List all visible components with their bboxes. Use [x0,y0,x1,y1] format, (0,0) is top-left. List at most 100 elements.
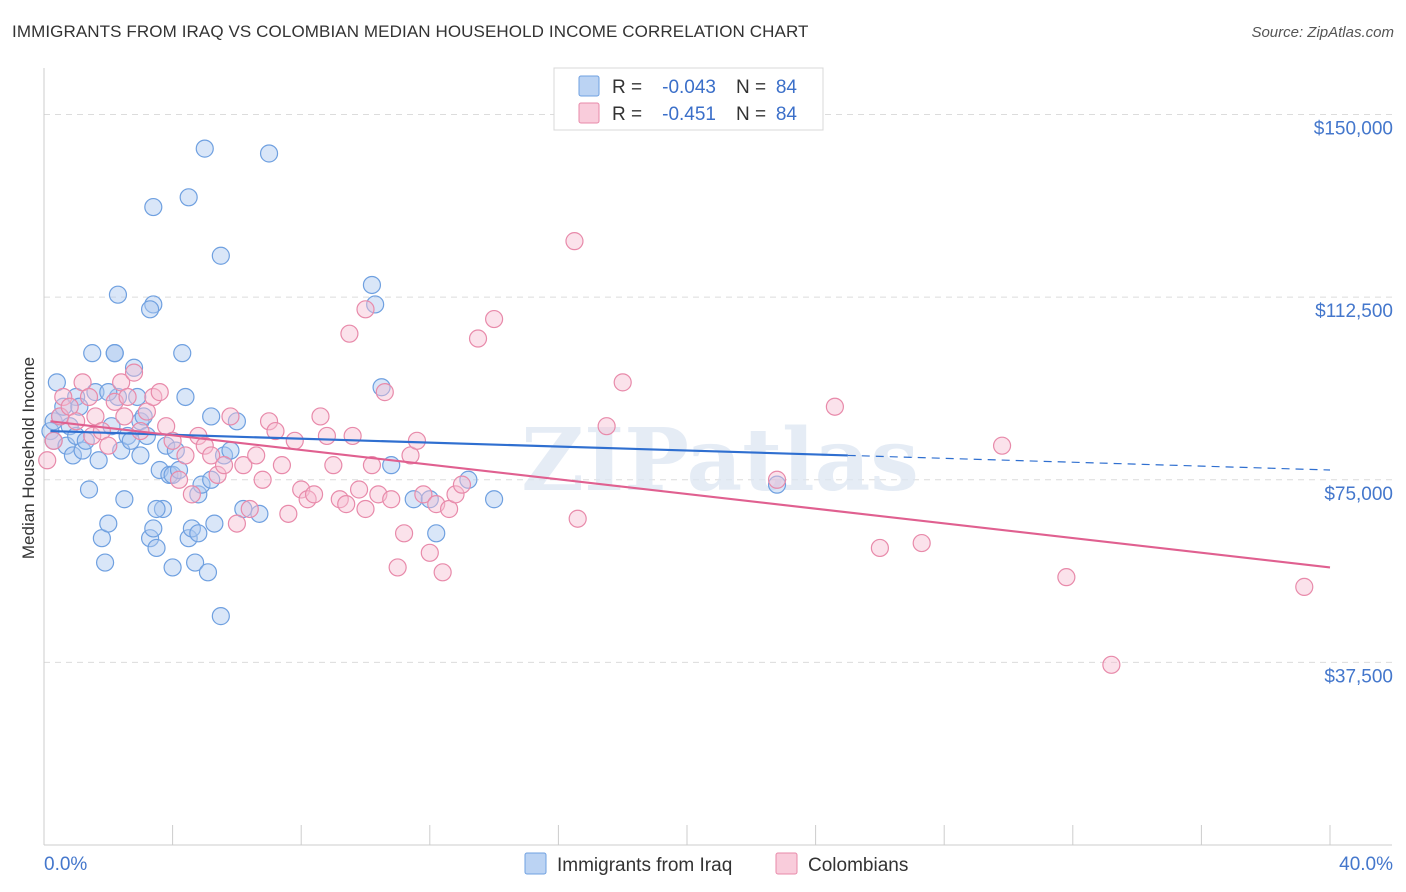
iraq-point [485,490,504,509]
iraq-point [144,295,163,314]
colombians-point [337,495,356,514]
watermark: ZIPatlas [521,410,919,511]
iraq-point [163,558,182,577]
iraq-trend-extension [847,454,1331,471]
legend-r-value: -0.043 [662,77,716,98]
x-tick-labels: 0.0% 40.0% [44,854,1393,875]
y-tick-label: $150,000 [1314,119,1393,140]
colombians-point [356,499,375,519]
colombians-point [388,558,407,577]
colombians-point [349,480,369,499]
iraq-point [767,475,787,494]
iraq-point [259,144,279,163]
y-axis-label: Median Household Income [19,357,38,559]
colombians-point [311,407,330,426]
colombians-point [485,309,504,329]
colombians-point [247,446,266,465]
colombians-point [221,407,240,426]
colombians-point [468,329,488,348]
iraq-point [166,441,185,460]
y-tick-labels: $37,500 $75,000 $112,500 $150,000 [1314,119,1393,688]
iraq-point [173,344,192,363]
colombians-point [568,509,587,528]
chart-title: IMMIGRANTS FROM IRAQ VS COLOMBIAN MEDIAN… [12,22,809,41]
iraq-point [186,553,205,572]
colombians-point [234,456,253,475]
bottom-legend: Immigrants from Iraq Colombians [524,852,908,876]
colombians-point [285,431,304,450]
iraq-point [189,485,208,504]
iraq-point [153,499,173,519]
series-iraq-points [41,139,787,626]
colombians-point [202,446,221,465]
gridlines [44,114,1392,663]
iraq-point [179,188,198,207]
colombians-point [182,485,201,504]
colombians-point [870,538,890,558]
colombians-point [115,407,134,426]
iraq-point [63,446,83,465]
iraq-point [128,387,147,407]
colombians-point [67,412,86,431]
legend: R = -0.043 N = 84 R = -0.451 N = 84 [553,67,824,131]
colombians-point [208,465,227,484]
iraq-point [95,553,115,572]
y-tick-label: $37,500 [1324,666,1393,687]
colombians-point [1102,655,1121,674]
colombians-point [375,383,394,402]
colombians-point [825,397,844,416]
iraq-point [211,246,230,265]
iraq-point [211,607,230,626]
colombians-point [565,232,584,251]
colombians-point [272,456,292,475]
colombians-point [195,436,214,455]
colombians-point [54,387,73,407]
legend-n-label: N = [736,77,766,98]
iraq-point [144,519,163,538]
iraq-point [108,285,128,304]
x-tick-label: 0.0% [44,854,87,875]
iraq-point [372,378,391,397]
iraq-point [140,529,160,548]
iraq-point [73,441,92,460]
colombians-point [118,387,137,407]
colombians-point [227,514,246,533]
colombians-point [253,470,272,489]
colombians-point [414,485,433,504]
iraq-point [205,514,224,533]
colombians-point [407,431,427,450]
y-tick-label: $112,500 [1315,301,1393,322]
iraq-point [134,407,153,426]
iraq-point [195,139,214,158]
colombians-point [259,412,279,431]
colombians-point [124,363,144,382]
bottom-legend-label: Colombians [808,855,908,876]
iraq-point [131,446,150,465]
colombians-point [79,387,99,407]
axes [43,68,1392,846]
y-tick-label: $75,000 [1324,484,1393,505]
iraq-point [366,295,385,314]
iraq-point [70,397,89,416]
iraq-point [404,490,423,509]
iraq-point [189,524,208,543]
legend-r-label: R = [612,77,642,98]
colombians-point [420,543,439,562]
iraq-point [202,407,221,426]
colombians-point [1295,577,1314,596]
iraq-point [108,387,128,407]
colombians-point [44,431,63,450]
iraq-point [427,524,446,543]
colombians-point [767,470,787,489]
colombians-point [240,499,259,519]
iraq-point [54,397,73,416]
iraq-point [89,451,108,470]
colombians-point [433,563,452,582]
colombians-point [266,421,285,441]
iraq-point [105,344,124,363]
iraq-point [102,417,121,436]
colombians-point [176,446,195,465]
bottom-legend-label: Immigrants from Iraq [557,855,732,876]
iraq-point [147,538,166,558]
legend-r-value: -0.451 [662,104,716,125]
